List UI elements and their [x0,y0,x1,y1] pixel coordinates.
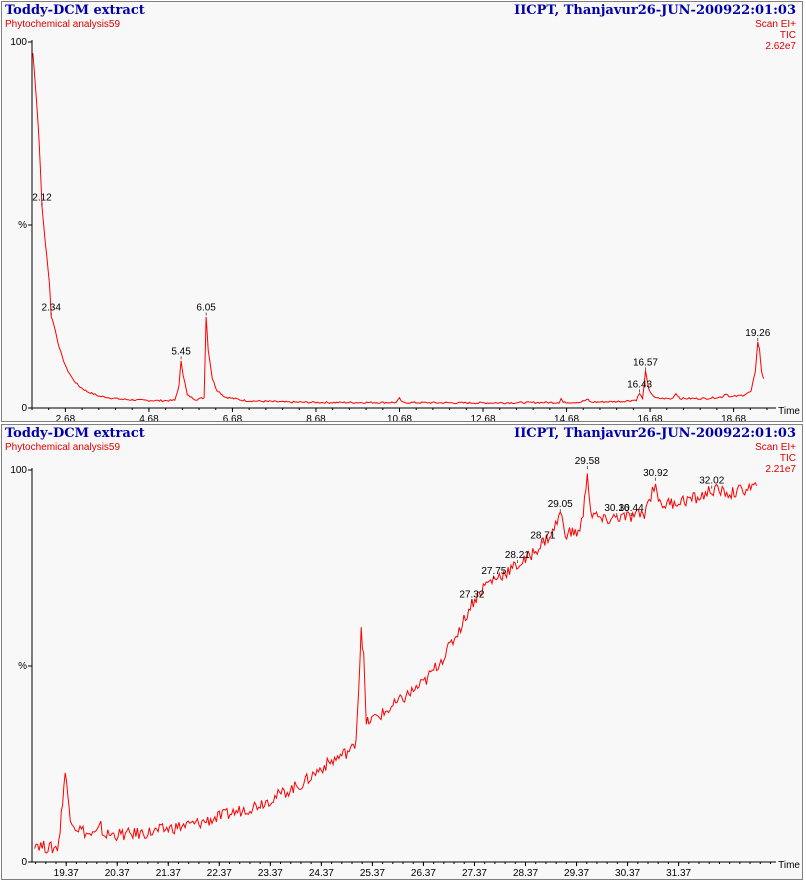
y-tick-label: 0 [21,403,27,414]
peak-label: 28.71 [530,530,555,541]
scan-mode: Scan EI+ [755,442,796,453]
tic-trace [32,52,765,405]
scan-mode: Scan EI+ [755,19,796,30]
peak-label: 5.45 [171,346,191,357]
peak-label: 16.43 [627,379,652,390]
peak-label: 27.32 [459,589,484,600]
x-tick-label: 31.37 [666,868,691,879]
sample-title: Toddy-DCM extract [5,3,145,18]
peak-label: 29.58 [575,456,600,467]
chromatogram-chart-bottom: 100% 0 19.37 20.37 21.37 22.37 23.37 24.37 25.37… [10,456,800,879]
x-tick-label: 12.68 [471,414,496,421]
x-tick-label: 8.68 [306,414,326,421]
x-tick-label: 22.37 [207,868,232,879]
x-tick-label: 16.68 [638,414,663,421]
peak-label: 30.44 [619,503,644,514]
peak-label: 28.21 [505,550,530,561]
peak-label: 2.12 [32,193,52,204]
intensity-label: 2.62e7 [765,41,796,52]
intensity-label: 2.21e7 [765,464,796,475]
sample-title: Toddy-DCM extract [5,426,145,441]
peak-label: 19.26 [745,328,770,339]
x-tick-label: 20.37 [105,868,130,879]
peak-label: 6.05 [196,303,216,314]
x-tick-label: 29.37 [564,868,589,879]
x-tick-label: 14.68 [554,414,579,421]
x-axis-label: Time [778,860,800,871]
y-tick-label: 0 [21,857,27,868]
chromatogram-panel-top: Toddy-DCM extract IICPT, Thanjavur26-JUN… [1,1,803,422]
chromatogram-chart-top: 100% 0 2.68 4.68 6.68 8.68 10.68 12.68 14.68 16.6… [10,37,800,421]
peak-label: 27.75 [481,566,506,577]
chromatogram-panel-bottom: Toddy-DCM extract IICPT, Thanjavur26-JUN… [1,424,803,880]
peak-label: 16.57 [633,357,658,368]
x-tick-label: 24.37 [309,868,334,879]
tic-label: TIC [779,453,796,464]
peak-label: 29.05 [548,499,573,510]
y-tick-label: % [18,220,27,231]
x-tick-label: 10.68 [387,414,412,421]
x-tick-label: 23.37 [258,868,283,879]
analysis-subtitle: Phytochemical analysis59 [5,442,121,453]
tic-label: TIC [779,30,796,41]
x-tick-label: 4.68 [139,414,159,421]
tic-trace [34,473,758,854]
x-tick-label: 25.37 [360,868,385,879]
peak-label: 2.34 [41,303,61,314]
peak-label: 30.92 [643,468,668,479]
x-axis-label: Time [778,406,800,417]
x-tick-label: 19.37 [54,868,79,879]
peak-label: 32.02 [699,476,724,487]
x-tick-label: 28.37 [513,868,538,879]
lab-date-title: IICPT, Thanjavur26-JUN-200922:01:03 [514,426,796,441]
y-tick-label: 100 [10,465,27,476]
x-tick-label: 26.37 [411,868,436,879]
x-tick-label: 2.68 [56,414,76,421]
x-tick-label: 6.68 [223,414,243,421]
peak-label: 30.16 [604,503,629,514]
x-tick-label: 30.37 [615,868,640,879]
lab-date-title: IICPT, Thanjavur26-JUN-200922:01:03 [514,3,796,18]
x-tick-label: 27.37 [462,868,487,879]
y-tick-label: % [18,661,27,672]
y-tick-label: 100 [10,37,27,48]
x-tick-label: 18.68 [721,414,746,421]
analysis-subtitle: Phytochemical analysis59 [5,19,121,30]
x-tick-label: 21.37 [156,868,181,879]
